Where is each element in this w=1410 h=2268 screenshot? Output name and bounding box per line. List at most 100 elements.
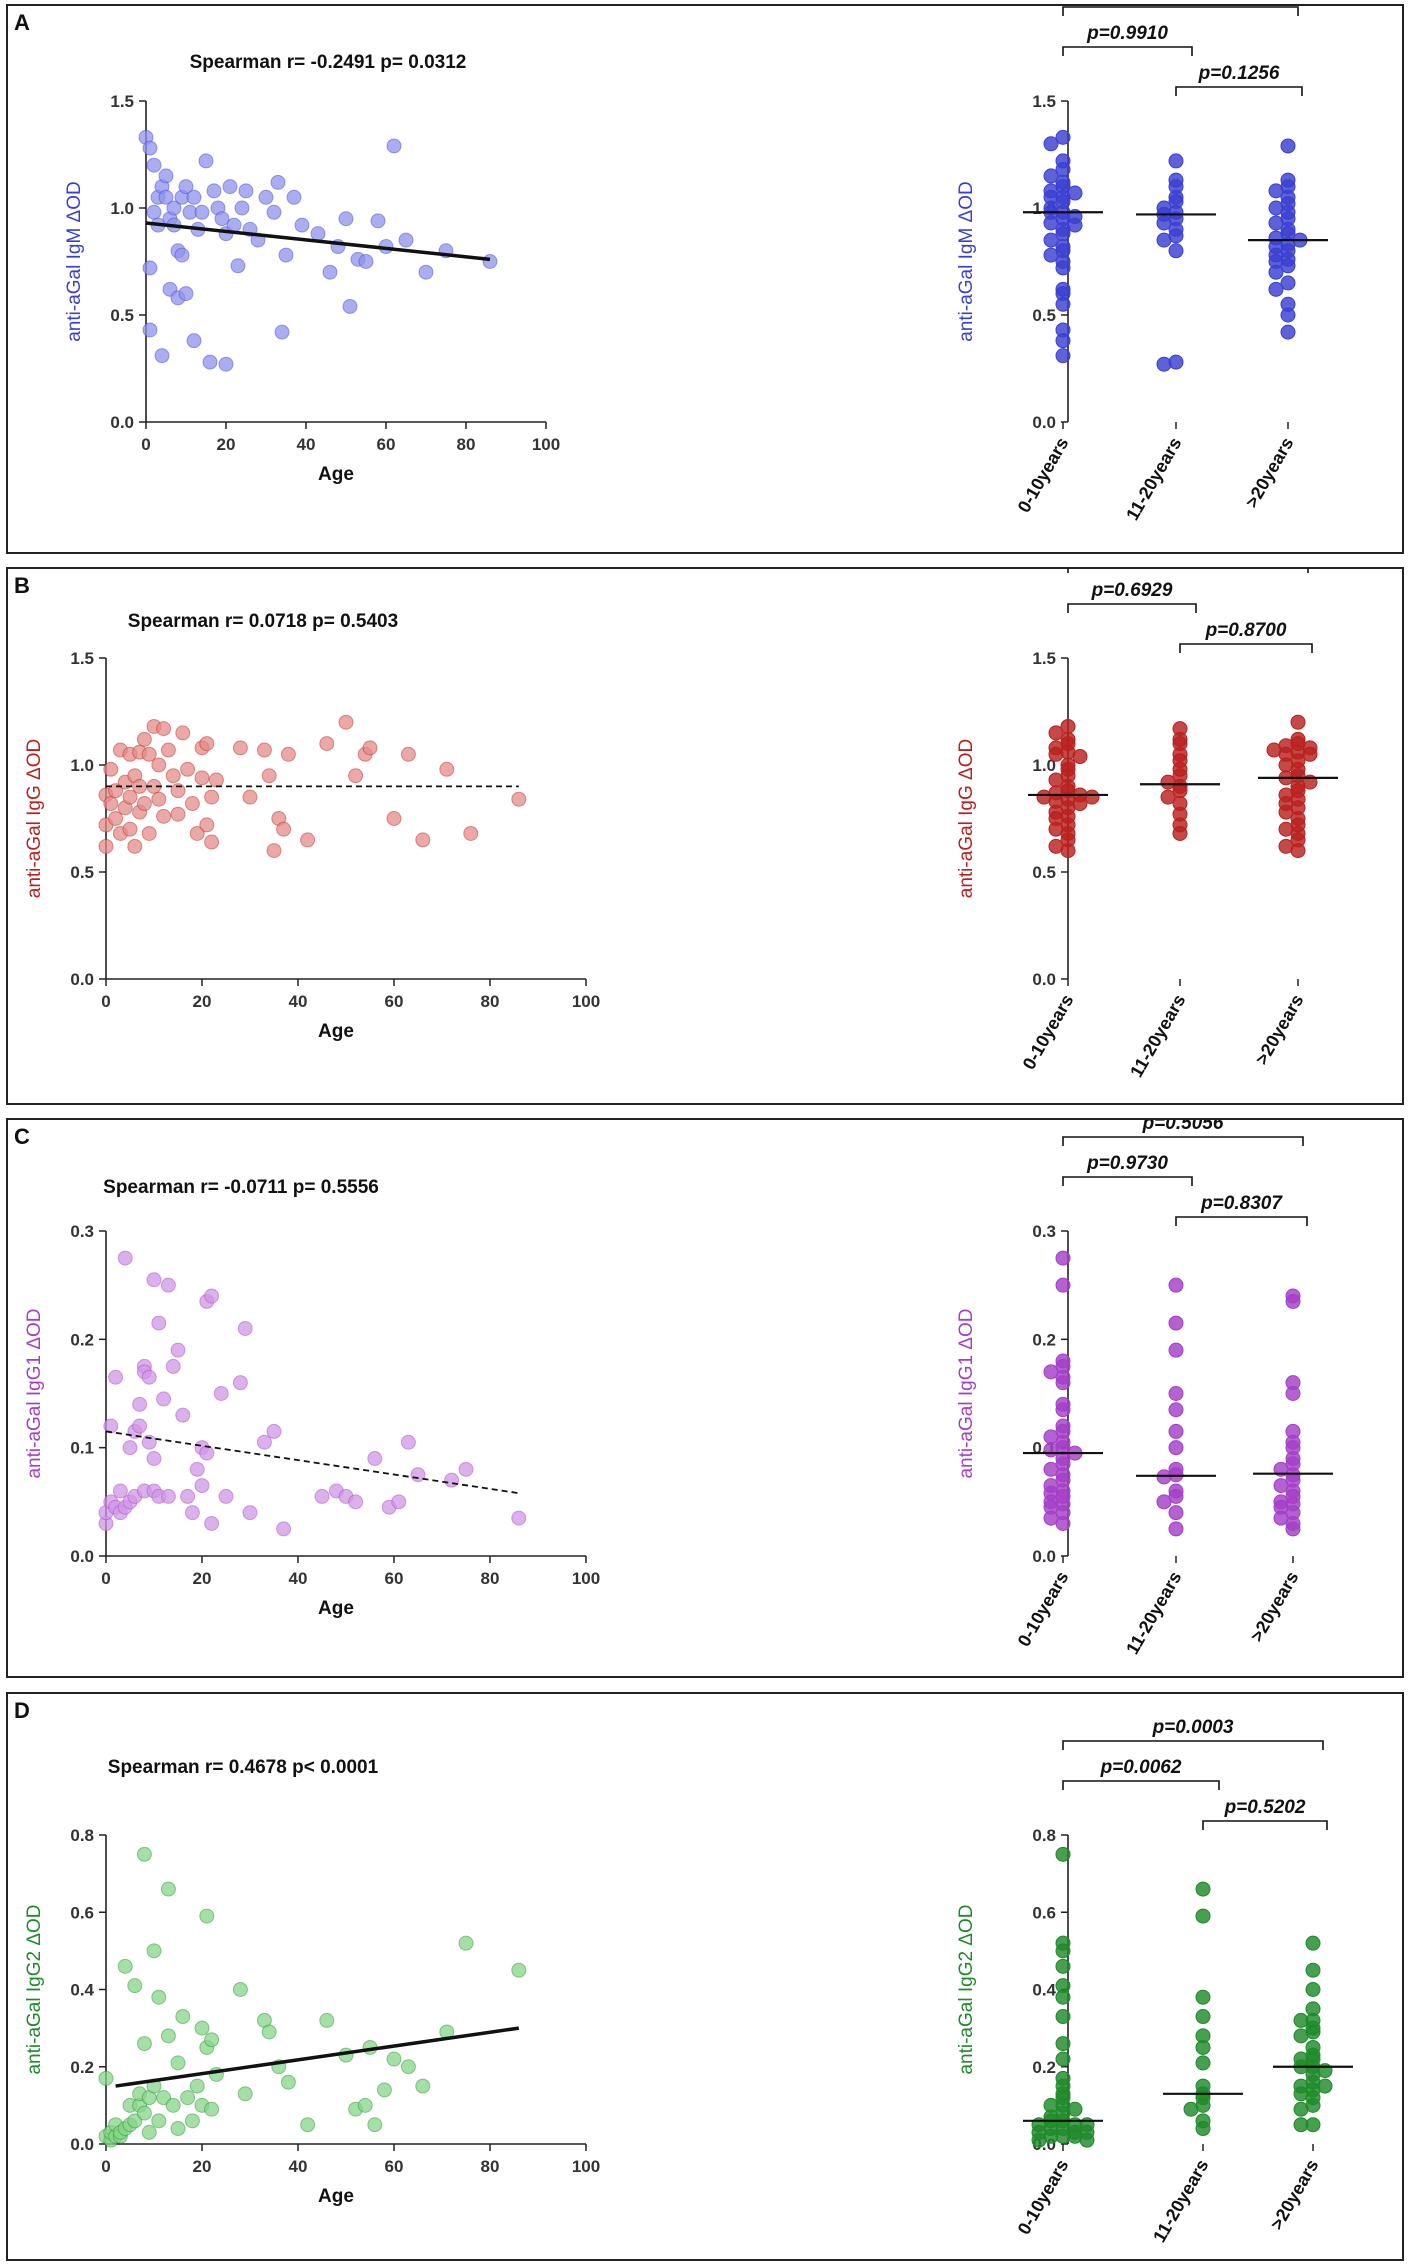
data-point (180, 1488, 196, 1504)
x-tick-label: 100 (572, 992, 600, 1011)
data-point (127, 2113, 143, 2129)
y-tick-label: 0.3 (70, 1222, 94, 1241)
data-point (276, 821, 292, 837)
data-point (511, 791, 527, 807)
data-point (258, 189, 274, 205)
x-tick-label: 100 (572, 2157, 600, 2176)
x-tick-label: 40 (297, 435, 316, 454)
y-tick-label: 0.0 (1032, 413, 1056, 432)
p-value-label: p=0.0003 (1152, 1717, 1234, 1738)
y-tick-label: 0.1 (70, 1439, 94, 1458)
group-point (1293, 2012, 1309, 2028)
x-axis-label: Age (318, 1598, 354, 1619)
x-tick-label: 40 (289, 1569, 308, 1588)
y-tick-label: 1.0 (1032, 756, 1056, 775)
data-point (108, 811, 124, 826)
group-point (1278, 804, 1294, 820)
group-point (1168, 1277, 1184, 1293)
comparison-bracket (1062, 1136, 1304, 1146)
data-point (276, 1521, 292, 1537)
group-point (1168, 1521, 1184, 1537)
data-point (358, 254, 374, 269)
group-point (1280, 138, 1296, 154)
data-point (370, 213, 386, 229)
panel-a: A Spearman r= -0.2491 p= 0.0312 0.0 0.5 1.0… (6, 4, 1404, 554)
panel-c: C Spearman r= -0.0711 p= 0.5556 0.0 0.1 0.2… (6, 1118, 1404, 1678)
data-point (398, 232, 414, 248)
x-tick-label: 100 (532, 435, 560, 454)
group-point (1290, 714, 1306, 730)
p-value-label: p=0.9910 (1086, 23, 1168, 44)
group-point (1072, 748, 1088, 764)
group-point (1168, 153, 1184, 169)
data-point (256, 1434, 272, 1450)
data-point (237, 2086, 253, 2102)
data-point (156, 721, 172, 737)
data-point (400, 2059, 416, 2075)
data-point (242, 1505, 258, 1521)
data-point (180, 2090, 196, 2106)
data-point (146, 1943, 162, 1959)
data-point (218, 1488, 234, 1504)
category-label: 11-20years (1122, 1568, 1185, 1658)
data-point (186, 189, 202, 205)
data-point (180, 761, 196, 777)
y-tick-label: 0.5 (70, 863, 94, 882)
y-tick-label: 0.8 (1032, 1826, 1056, 1845)
group-point (1055, 2009, 1071, 2025)
y-tick-label: 0.4 (70, 1981, 94, 2000)
y-axis-label: anti-aGal IgG1 ΔOD (24, 1308, 45, 1478)
y-tick-label: 1.5 (1032, 92, 1056, 111)
data-point (194, 2020, 210, 2036)
group-point (1168, 1315, 1184, 1331)
y-axis-label: anti-aGal IgM ΔOD (956, 181, 977, 342)
data-point (170, 806, 186, 822)
y-tick-label: 0.5 (1032, 863, 1056, 882)
p-value-label: p=0.1256 (1198, 63, 1280, 84)
group-point (1055, 333, 1071, 349)
data-point (391, 1494, 407, 1510)
group-point (1055, 1250, 1071, 1266)
data-point (141, 746, 157, 762)
data-point (156, 1391, 172, 1407)
data-point (154, 348, 170, 364)
group-point (1195, 1908, 1211, 1924)
data-point (234, 200, 250, 216)
data-point (214, 211, 230, 227)
y-tick-label: 0.0 (70, 2135, 94, 2154)
data-point (266, 843, 282, 859)
y-axis-label: anti-aGal IgG2 ΔOD (24, 1904, 45, 2074)
panel-letter: D (14, 1698, 30, 1723)
data-point (338, 714, 354, 730)
data-point (280, 2074, 296, 2090)
group-point (1268, 281, 1284, 297)
data-point (232, 1375, 248, 1391)
data-point (444, 1472, 460, 1488)
data-point (160, 742, 176, 758)
y-tick-label: 0.2 (70, 2058, 94, 2077)
group-point (1268, 215, 1284, 231)
data-point (151, 1989, 167, 2005)
x-tick-label: 80 (481, 1569, 500, 1588)
comparison-bracket (1179, 643, 1313, 653)
correlation-title: Spearman r= 0.4678 p< 0.0001 (108, 1757, 379, 1778)
data-point (300, 832, 316, 848)
data-point (348, 1494, 364, 1510)
data-point (232, 1982, 248, 1997)
group-point (1043, 215, 1059, 231)
data-point (146, 157, 162, 173)
data-point (300, 2117, 316, 2133)
category-label: 11-20years (1122, 434, 1185, 524)
y-tick-label: 0.8 (70, 1826, 94, 1845)
x-tick-label: 60 (377, 435, 396, 454)
category-label: >20years (1241, 434, 1297, 511)
data-point (175, 1407, 191, 1423)
data-point (204, 789, 220, 805)
group-point (1195, 2121, 1211, 2137)
category-label: >20years (1266, 2156, 1322, 2233)
data-point (165, 2097, 181, 2113)
p-value-label: p=0.5202 (1224, 1797, 1306, 1818)
group-point (1195, 2039, 1211, 2055)
data-point (117, 1250, 133, 1266)
group-point (1156, 1494, 1172, 1510)
